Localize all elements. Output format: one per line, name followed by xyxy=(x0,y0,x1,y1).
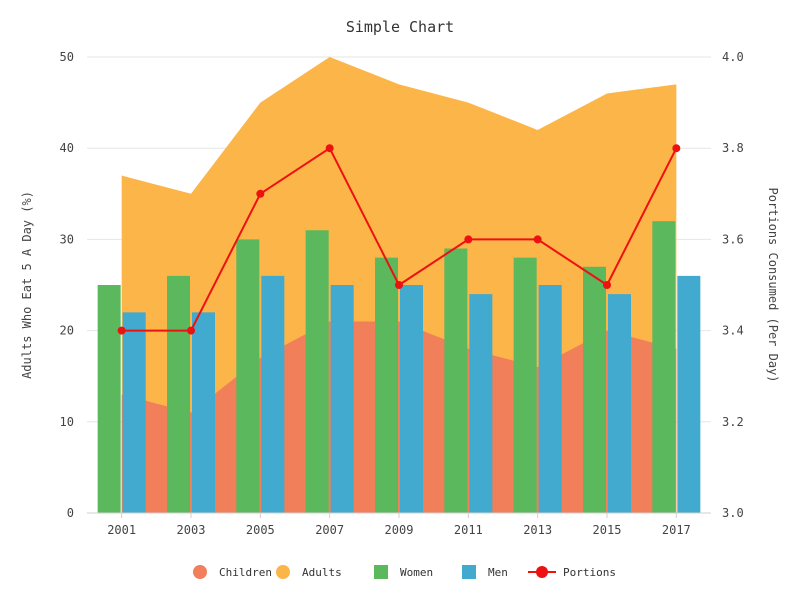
bar-women xyxy=(444,248,468,513)
y-left-tick-label: 30 xyxy=(60,232,74,246)
x-tick-label: 2013 xyxy=(523,523,552,537)
point-portions xyxy=(325,144,334,153)
legend-marker xyxy=(462,565,476,579)
y-axis-right-label: Portions Consumed (Per Day) xyxy=(766,187,780,382)
legend-label: Adults xyxy=(302,566,342,579)
legend-label: Children xyxy=(219,566,272,579)
y-axis-left-label: Adults Who Eat 5 A Day (%) xyxy=(20,191,34,379)
legend: Children Adults Women Men Portions xyxy=(193,565,616,579)
bar-men xyxy=(538,285,562,513)
y-right-tick-label: 3.0 xyxy=(722,506,744,520)
y-left-tick-label: 0 xyxy=(67,506,74,520)
bar-women xyxy=(375,257,398,513)
point-portions xyxy=(672,144,681,153)
legend-item-adults: Adults xyxy=(276,565,342,579)
bar-women xyxy=(652,221,676,513)
x-tick-label: 2011 xyxy=(454,523,483,537)
bar-men xyxy=(677,275,701,513)
x-tick-label: 2015 xyxy=(593,523,622,537)
bar-women xyxy=(167,275,190,513)
point-portions xyxy=(603,281,611,289)
bar-men xyxy=(469,294,493,513)
y-left-tick-label: 50 xyxy=(60,50,74,64)
chart-title: Simple Chart xyxy=(346,18,454,36)
axes: 0 10 20 30 40 50 3.0 3.2 3.4 3.6 3.8 4.0 2001 2003 200… xyxy=(60,50,744,537)
legend-marker xyxy=(536,566,548,578)
x-tick-label: 2003 xyxy=(177,523,206,537)
legend-item-men: Men xyxy=(462,565,508,579)
y-left-tick-label: 10 xyxy=(60,415,74,429)
point-portions xyxy=(187,326,195,335)
y-right-tick-label: 3.6 xyxy=(722,232,744,246)
point-portions xyxy=(117,326,126,335)
bar-women xyxy=(305,230,329,513)
y-left-tick-label: 20 xyxy=(60,324,74,338)
x-tick-label: 2007 xyxy=(315,523,344,537)
point-portions xyxy=(533,235,542,244)
bar-women xyxy=(236,239,260,513)
legend-label: Portions xyxy=(563,566,616,579)
bar-men xyxy=(192,312,215,513)
bar-men xyxy=(261,275,285,513)
bar-men xyxy=(330,285,354,513)
y-right-tick-label: 3.4 xyxy=(722,324,744,338)
x-tick-label: 2005 xyxy=(246,523,275,537)
x-tick-label: 2009 xyxy=(385,523,414,537)
legend-item-women: Women xyxy=(374,565,433,579)
bar-women xyxy=(513,257,537,513)
point-portions xyxy=(395,281,403,289)
bar-men xyxy=(122,312,146,513)
bar-men xyxy=(400,285,423,513)
legend-marker xyxy=(374,565,388,579)
y-left-tick-label: 40 xyxy=(60,141,74,155)
x-tick-label: 2017 xyxy=(662,523,691,537)
bar-series xyxy=(97,221,701,513)
legend-item-children: Children xyxy=(193,565,272,579)
point-portions xyxy=(256,189,265,198)
y-right-tick-label: 3.8 xyxy=(722,141,744,155)
legend-label: Men xyxy=(488,566,508,579)
legend-label: Women xyxy=(400,566,433,579)
legend-marker xyxy=(193,565,207,579)
point-portions xyxy=(464,235,473,244)
legend-marker xyxy=(276,565,290,579)
area-children xyxy=(121,321,677,513)
bar-women xyxy=(583,266,606,513)
x-tick-label: 2001 xyxy=(107,523,136,537)
y-right-tick-label: 3.2 xyxy=(722,415,744,429)
y-right-tick-label: 4.0 xyxy=(722,50,744,64)
legend-item-portions: Portions xyxy=(528,566,616,579)
bar-men xyxy=(608,294,631,513)
line-series xyxy=(117,144,681,335)
bar-women xyxy=(97,285,121,513)
